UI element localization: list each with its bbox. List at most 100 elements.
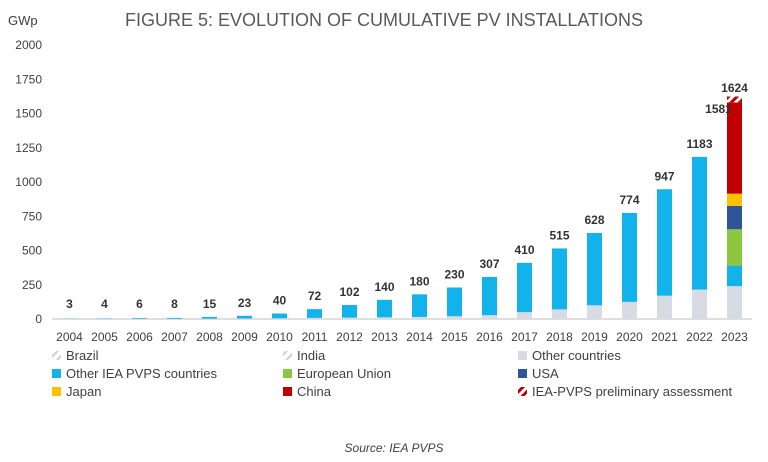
bar-segment (517, 312, 532, 319)
x-tick-label: 2013 (371, 330, 398, 344)
data-label: 1183 (686, 137, 712, 151)
data-label: 3 (66, 297, 73, 311)
value-labels: 3 4 6 8 15 23 40 72 102 140 180 230 307 410 515 628 774 9… (66, 81, 748, 311)
data-label: 774 (619, 193, 639, 207)
legend-swatch (283, 387, 292, 396)
bar-segment (307, 309, 322, 318)
x-tick-label: 2007 (161, 330, 188, 344)
x-tick-label: 2019 (581, 330, 608, 344)
y-tick-label: 500 (22, 244, 42, 258)
source-note: Source: IEA PVPS (345, 441, 444, 455)
legend-swatch (52, 369, 61, 378)
bar-segment (727, 96, 742, 103)
bar-segment (132, 318, 147, 319)
y-tick-label: 0 (35, 312, 42, 326)
data-label: 40 (273, 294, 287, 308)
legend-swatch (518, 387, 527, 396)
legend-label: IEA-PVPS preliminary assessment (532, 384, 733, 399)
bar-segment (622, 212, 637, 302)
bar-segment (482, 315, 497, 319)
legend-label: Other countries (532, 348, 621, 363)
bar-segment (692, 156, 707, 290)
data-label: 230 (444, 267, 464, 281)
bar-segment (272, 313, 287, 319)
bar-segment (552, 309, 567, 319)
data-label: 72 (308, 289, 322, 303)
x-tick-label: 2006 (126, 330, 153, 344)
bar-segment (482, 276, 497, 316)
data-label: 947 (654, 169, 674, 183)
legend: Brazil India Other countries Other IEA PVPS… (52, 348, 733, 399)
bar-segment (272, 318, 287, 319)
data-label: 102 (339, 285, 359, 299)
data-label: 6 (136, 297, 143, 311)
bar-segment (727, 286, 742, 319)
y-axis-ticks: 0 250 500 750 1000 1250 1500 1750 2000 (15, 38, 42, 326)
bar-segment (307, 317, 322, 319)
x-tick-label: 2020 (616, 330, 643, 344)
x-tick-label: 2022 (686, 330, 713, 344)
legend-label: Other IEA PVPS countries (66, 366, 218, 381)
y-axis-label: GWp (8, 13, 38, 28)
data-label: 8 (171, 297, 178, 311)
data-label: 307 (479, 257, 499, 271)
legend-label: Japan (66, 384, 101, 399)
x-tick-label: 2014 (406, 330, 433, 344)
bar-segment (237, 315, 252, 319)
y-tick-label: 1750 (15, 72, 42, 86)
x-tick-label: 2008 (196, 330, 223, 344)
bar-segment (412, 316, 427, 319)
bar-segment (377, 317, 392, 319)
x-axis-ticks: 2004 2005 2006 2007 2008 2009 2010 2011 2012 2013… (56, 330, 748, 344)
bar-segment (587, 232, 602, 306)
legend-label: Brazil (66, 348, 99, 363)
bar-segment (237, 318, 252, 319)
y-tick-label: 1000 (15, 175, 42, 189)
x-tick-label: 2004 (56, 330, 83, 344)
legend-label: European Union (297, 366, 391, 381)
y-tick-label: 250 (22, 278, 42, 292)
data-label: 15 (203, 297, 217, 311)
legend-swatch (518, 351, 527, 360)
legend-label: China (297, 384, 332, 399)
bar-segment (727, 229, 742, 266)
bar-segment (412, 294, 427, 317)
data-label: 140 (374, 280, 394, 294)
y-tick-label: 1250 (15, 141, 42, 155)
bar-segment (727, 102, 742, 194)
chart-title: FIGURE 5: EVOLUTION OF CUMULATIVE PV INS… (125, 10, 643, 30)
bar-segment (447, 287, 462, 317)
bar-segment (622, 301, 637, 319)
x-tick-label: 2016 (476, 330, 503, 344)
data-label: 515 (549, 228, 569, 242)
legend-label: USA (532, 366, 559, 381)
bar-segment (727, 265, 742, 287)
bar-segment (377, 299, 392, 318)
bar-segment (167, 317, 182, 319)
y-tick-label: 2000 (15, 38, 42, 52)
bar-segment (587, 305, 602, 319)
x-tick-label: 2015 (441, 330, 468, 344)
bar-segment (552, 248, 567, 310)
data-label: 1624 (721, 81, 748, 95)
bar-segment (342, 305, 357, 318)
bars (62, 96, 742, 319)
bar-segment (517, 262, 532, 313)
legend-swatch (52, 351, 61, 360)
x-tick-label: 2021 (651, 330, 678, 344)
bar-segment (342, 317, 357, 319)
bar-segment (447, 316, 462, 319)
x-tick-label: 2018 (546, 330, 573, 344)
x-tick-label: 2017 (511, 330, 538, 344)
bar-segment (202, 316, 217, 319)
legend-swatch (52, 387, 61, 396)
y-tick-label: 750 (22, 209, 42, 223)
data-label: 410 (514, 243, 534, 257)
x-tick-label: 2005 (91, 330, 118, 344)
legend-swatch (518, 369, 527, 378)
data-label: 628 (584, 213, 604, 227)
data-label-secondary: 1581 (705, 102, 732, 116)
data-label: 180 (409, 274, 429, 288)
bar-segment (657, 189, 672, 296)
